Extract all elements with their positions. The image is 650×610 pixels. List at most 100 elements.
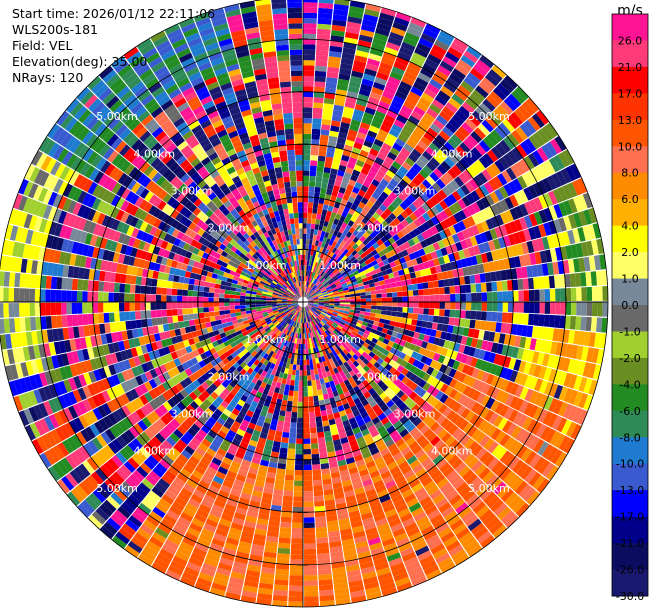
velocity-gate	[328, 295, 335, 298]
velocity-gate	[108, 364, 117, 376]
velocity-gate	[458, 419, 469, 431]
velocity-gate	[234, 433, 244, 442]
velocity-gate	[539, 289, 545, 302]
velocity-gate	[278, 415, 285, 422]
velocity-gate	[39, 418, 50, 434]
velocity-gate	[299, 312, 302, 318]
velocity-gate	[339, 305, 345, 309]
velocity-gate	[52, 463, 65, 479]
velocity-gate	[266, 343, 273, 349]
velocity-gate	[199, 533, 213, 543]
velocity-gate	[270, 397, 278, 404]
velocity-gate	[279, 410, 286, 417]
velocity-gate	[383, 408, 393, 417]
velocity-gate	[495, 270, 502, 281]
velocity-gate	[365, 308, 371, 313]
velocity-gate	[315, 280, 320, 286]
velocity-gate	[312, 234, 317, 241]
velocity-gate	[266, 535, 279, 543]
velocity-gate	[329, 45, 343, 53]
velocity-gate	[456, 231, 465, 242]
velocity-gate	[78, 415, 89, 429]
velocity-gate	[160, 415, 171, 426]
velocity-gate	[466, 399, 477, 411]
velocity-gate	[279, 319, 285, 325]
velocity-gate	[557, 186, 568, 202]
velocity-gate	[318, 263, 322, 270]
velocity-gate	[319, 314, 325, 319]
velocity-gate	[322, 478, 332, 485]
velocity-gate	[348, 247, 355, 254]
velocity-gate	[333, 487, 344, 495]
velocity-gate	[460, 184, 471, 196]
velocity-gate	[309, 239, 313, 245]
velocity-gate	[376, 271, 383, 278]
velocity-gate	[281, 313, 286, 318]
velocity-gate	[383, 208, 392, 217]
velocity-gate	[118, 361, 127, 372]
velocity-gate	[351, 477, 362, 485]
velocity-gate	[413, 541, 428, 552]
velocity-gate	[322, 308, 328, 312]
velocity-gate	[209, 508, 222, 518]
velocity-gate	[338, 432, 347, 439]
velocity-gate	[208, 403, 217, 413]
velocity-gate	[275, 473, 285, 480]
velocity-gate	[303, 154, 311, 161]
velocity-gate	[303, 459, 312, 465]
velocity-gate	[312, 294, 318, 298]
velocity-gate	[344, 340, 350, 347]
velocity-gate	[303, 202, 308, 208]
velocity-gate	[345, 251, 352, 258]
velocity-gate	[456, 446, 468, 458]
velocity-gate	[286, 347, 291, 353]
velocity-gate	[323, 266, 328, 273]
velocity-gate	[423, 302, 430, 309]
velocity-gate	[329, 304, 335, 307]
velocity-gate	[310, 309, 315, 314]
velocity-gate	[340, 528, 353, 536]
velocity-gate	[290, 559, 303, 565]
velocity-gate	[301, 312, 303, 318]
velocity-gate	[338, 73, 351, 81]
velocity-gate	[412, 359, 421, 368]
velocity-gate	[354, 181, 363, 190]
velocity-gate	[496, 83, 511, 97]
velocity-gate	[307, 317, 310, 323]
velocity-gate	[333, 412, 341, 419]
velocity-gate	[262, 311, 268, 315]
velocity-gate	[214, 572, 230, 582]
velocity-gate	[332, 407, 339, 414]
velocity-gate	[61, 457, 74, 472]
velocity-gate	[225, 591, 241, 601]
velocity-gate	[547, 327, 554, 341]
velocity-gate	[298, 306, 302, 312]
velocity-gate	[490, 204, 500, 216]
velocity-gate	[186, 527, 201, 538]
velocity-gate	[188, 319, 195, 327]
velocity-gate	[412, 200, 422, 209]
velocity-gate	[327, 347, 332, 354]
velocity-gate	[425, 328, 432, 336]
velocity-gate	[503, 407, 514, 420]
velocity-gate	[245, 397, 253, 406]
velocity-gate	[319, 192, 326, 199]
velocity-gate	[310, 315, 315, 321]
velocity-gate	[459, 485, 472, 498]
velocity-gate	[175, 550, 190, 562]
velocity-gate	[438, 502, 452, 514]
velocity-gate	[332, 268, 339, 274]
velocity-gate	[284, 309, 290, 314]
velocity-gate	[317, 293, 323, 297]
velocity-gate	[399, 415, 409, 425]
velocity-gate	[338, 266, 344, 273]
velocity-gate	[285, 324, 290, 330]
velocity-gate	[311, 353, 315, 360]
velocity-gate	[330, 283, 336, 288]
velocity-gate	[289, 427, 297, 434]
velocity-gate	[426, 127, 439, 138]
velocity-gate	[277, 324, 282, 330]
velocity-gate	[358, 221, 366, 229]
velocity-gate	[533, 456, 546, 472]
velocity-gate	[491, 460, 504, 474]
